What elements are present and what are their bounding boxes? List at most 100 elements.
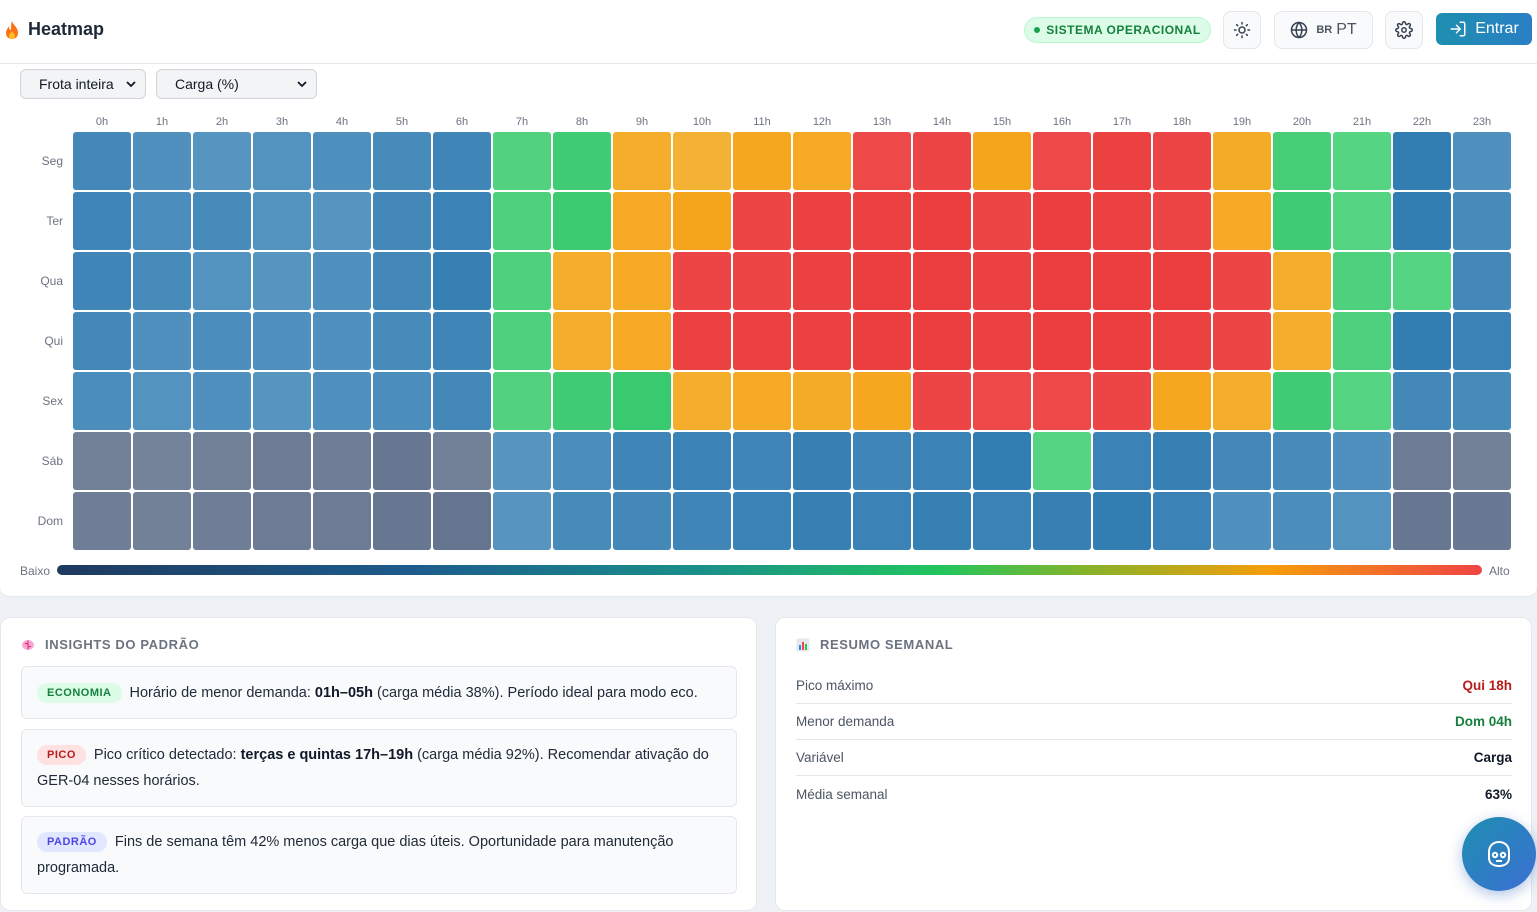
heatmap-cell[interactable]	[313, 312, 371, 370]
heatmap-cell[interactable]	[613, 372, 671, 430]
heatmap-cell[interactable]	[373, 192, 431, 250]
heatmap-cell[interactable]	[1213, 252, 1271, 310]
heatmap-cell[interactable]	[1453, 372, 1511, 430]
heatmap-cell[interactable]	[673, 132, 731, 190]
heatmap-cell[interactable]	[1453, 432, 1511, 490]
heatmap-cell[interactable]	[1273, 132, 1331, 190]
heatmap-cell[interactable]	[853, 492, 911, 550]
heatmap-cell[interactable]	[1033, 132, 1091, 190]
heatmap-cell[interactable]	[373, 372, 431, 430]
heatmap-cell[interactable]	[1093, 252, 1151, 310]
heatmap-cell[interactable]	[133, 252, 191, 310]
heatmap-cell[interactable]	[1393, 192, 1451, 250]
heatmap-cell[interactable]	[673, 372, 731, 430]
heatmap-cell[interactable]	[1033, 492, 1091, 550]
heatmap-cell[interactable]	[733, 312, 791, 370]
heatmap-cell[interactable]	[313, 492, 371, 550]
heatmap-cell[interactable]	[313, 252, 371, 310]
heatmap-cell[interactable]	[913, 192, 971, 250]
heatmap-cell[interactable]	[1273, 372, 1331, 430]
heatmap-cell[interactable]	[1333, 372, 1391, 430]
heatmap-cell[interactable]	[613, 192, 671, 250]
heatmap-cell[interactable]	[793, 432, 851, 490]
heatmap-cell[interactable]	[1453, 492, 1511, 550]
heatmap-cell[interactable]	[1093, 492, 1151, 550]
heatmap-cell[interactable]	[73, 312, 131, 370]
heatmap-cell[interactable]	[493, 372, 551, 430]
heatmap-cell[interactable]	[1333, 252, 1391, 310]
heatmap-cell[interactable]	[793, 372, 851, 430]
heatmap-cell[interactable]	[373, 252, 431, 310]
heatmap-cell[interactable]	[133, 312, 191, 370]
heatmap-cell[interactable]	[613, 252, 671, 310]
heatmap-cell[interactable]	[973, 132, 1031, 190]
heatmap-cell[interactable]	[133, 372, 191, 430]
heatmap-cell[interactable]	[433, 432, 491, 490]
heatmap-cell[interactable]	[433, 492, 491, 550]
heatmap-cell[interactable]	[193, 372, 251, 430]
heatmap-cell[interactable]	[913, 492, 971, 550]
heatmap-cell[interactable]	[193, 492, 251, 550]
heatmap-cell[interactable]	[493, 132, 551, 190]
heatmap-cell[interactable]	[1273, 312, 1331, 370]
heatmap-cell[interactable]	[1273, 492, 1331, 550]
heatmap-cell[interactable]	[613, 492, 671, 550]
heatmap-cell[interactable]	[733, 192, 791, 250]
login-button[interactable]: Entrar	[1436, 13, 1532, 45]
metric-select[interactable]: Carga (%)	[156, 69, 317, 99]
heatmap-cell[interactable]	[553, 312, 611, 370]
heatmap-cell[interactable]	[973, 252, 1031, 310]
heatmap-cell[interactable]	[493, 192, 551, 250]
heatmap-cell[interactable]	[1153, 312, 1211, 370]
heatmap-cell[interactable]	[1453, 252, 1511, 310]
heatmap-cell[interactable]	[1153, 192, 1211, 250]
heatmap-cell[interactable]	[973, 372, 1031, 430]
heatmap-cell[interactable]	[853, 192, 911, 250]
heatmap-cell[interactable]	[673, 492, 731, 550]
heatmap-cell[interactable]	[433, 372, 491, 430]
heatmap-cell[interactable]	[313, 192, 371, 250]
heatmap-cell[interactable]	[73, 432, 131, 490]
heatmap-cell[interactable]	[1393, 132, 1451, 190]
heatmap-cell[interactable]	[1093, 312, 1151, 370]
heatmap-cell[interactable]	[673, 192, 731, 250]
heatmap-cell[interactable]	[253, 432, 311, 490]
heatmap-cell[interactable]	[313, 132, 371, 190]
heatmap-cell[interactable]	[493, 312, 551, 370]
heatmap-cell[interactable]	[973, 492, 1031, 550]
heatmap-cell[interactable]	[73, 492, 131, 550]
heatmap-cell[interactable]	[133, 492, 191, 550]
heatmap-cell[interactable]	[553, 492, 611, 550]
heatmap-cell[interactable]	[1033, 372, 1091, 430]
heatmap-cell[interactable]	[733, 432, 791, 490]
heatmap-cell[interactable]	[1033, 192, 1091, 250]
heatmap-cell[interactable]	[1333, 312, 1391, 370]
heatmap-cell[interactable]	[1213, 132, 1271, 190]
heatmap-cell[interactable]	[673, 432, 731, 490]
heatmap-cell[interactable]	[1333, 492, 1391, 550]
heatmap-cell[interactable]	[1213, 432, 1271, 490]
heatmap-cell[interactable]	[733, 252, 791, 310]
heatmap-cell[interactable]	[193, 432, 251, 490]
heatmap-cell[interactable]	[793, 492, 851, 550]
heatmap-cell[interactable]	[793, 132, 851, 190]
heatmap-cell[interactable]	[253, 192, 311, 250]
heatmap-cell[interactable]	[1153, 372, 1211, 430]
heatmap-cell[interactable]	[553, 192, 611, 250]
heatmap-cell[interactable]	[733, 132, 791, 190]
heatmap-cell[interactable]	[433, 312, 491, 370]
heatmap-cell[interactable]	[253, 372, 311, 430]
assistant-fab-button[interactable]	[1462, 817, 1536, 891]
heatmap-cell[interactable]	[1213, 372, 1271, 430]
heatmap-cell[interactable]	[433, 252, 491, 310]
heatmap-cell[interactable]	[1453, 192, 1511, 250]
heatmap-cell[interactable]	[793, 312, 851, 370]
heatmap-cell[interactable]	[913, 312, 971, 370]
heatmap-cell[interactable]	[1393, 492, 1451, 550]
heatmap-cell[interactable]	[493, 432, 551, 490]
heatmap-cell[interactable]	[1093, 192, 1151, 250]
heatmap-cell[interactable]	[73, 192, 131, 250]
heatmap-cell[interactable]	[373, 492, 431, 550]
heatmap-cell[interactable]	[373, 132, 431, 190]
heatmap-cell[interactable]	[553, 252, 611, 310]
